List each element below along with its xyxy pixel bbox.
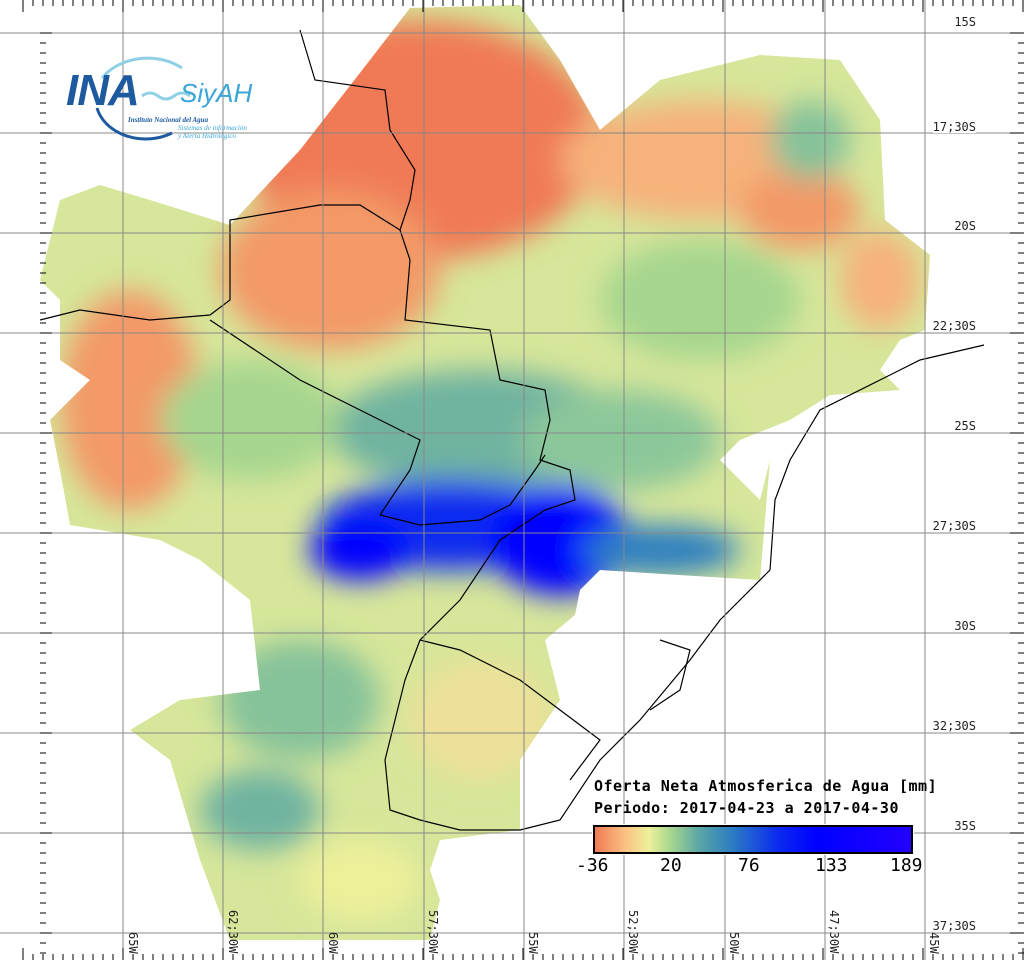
- legend-title: Oferta Neta Atmosferica de Agua [mm]: [594, 777, 938, 795]
- lat-label: 37;30S: [932, 919, 976, 933]
- lon-label: 47;30W: [827, 910, 841, 954]
- lat-label: 35S: [954, 819, 976, 833]
- lon-label: 57;30W: [426, 910, 440, 954]
- lon-label: 45W: [927, 932, 941, 954]
- colorbar-tick: 76: [738, 855, 760, 876]
- lat-label: 30S: [954, 619, 976, 633]
- lon-label: 55W: [526, 932, 540, 954]
- lat-label: 15S: [954, 15, 976, 29]
- colorbar-tick: 20: [660, 855, 682, 876]
- borders: [39, 29, 985, 831]
- colorbar-tick: 133: [815, 855, 848, 876]
- legend-period: Periodo: 2017-04-23 a 2017-04-30: [594, 799, 899, 817]
- ina-siyah-logo: INA SiyAH Instituto Nacional del Agua Si…: [62, 48, 272, 143]
- lat-label: 25S: [954, 419, 976, 433]
- colorbar-tick: -36: [576, 855, 609, 876]
- lat-label: 20S: [954, 219, 976, 233]
- colorbar: [593, 825, 913, 854]
- lat-label: 27;30S: [932, 519, 976, 533]
- axis-ticks: [22, 0, 1024, 960]
- lon-label: 50W: [727, 932, 741, 954]
- logo-arc-icon: [95, 56, 191, 141]
- lat-label: 17;30S: [932, 120, 976, 134]
- lon-label: 62;30W: [226, 910, 240, 954]
- lon-label: 52;30W: [626, 910, 640, 954]
- lat-label: 32;30S: [932, 719, 976, 733]
- lon-label: 60W: [326, 932, 340, 954]
- lon-label: 65W: [126, 932, 140, 954]
- lat-label: 22;30S: [932, 319, 976, 333]
- colorbar-tick: 189: [890, 855, 923, 876]
